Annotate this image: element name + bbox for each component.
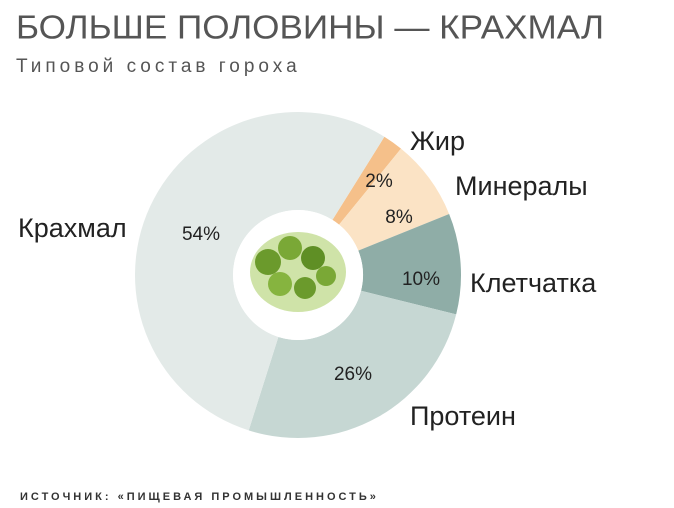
value-label: 8% (385, 207, 413, 228)
source: ИСТОЧНИК: «ПИЩЕВАЯ ПРОМЫШЛЕННОСТЬ» (20, 491, 379, 503)
chart-subtitle: Типовой состав гороха (16, 56, 301, 77)
slice (358, 213, 461, 315)
slice (339, 148, 450, 251)
donut (134, 111, 461, 438)
slice (332, 136, 402, 225)
category-label: Жир (410, 126, 465, 156)
slice (134, 111, 385, 431)
value-label: 10% (402, 269, 440, 290)
category-label: Протеин (410, 401, 516, 431)
chart-title: БОЛЬШЕ ПОЛОВИНЫ — КРАХМАЛ (16, 9, 604, 46)
pea-image (233, 210, 363, 340)
value-label: 26% (334, 364, 372, 385)
category-label: Клетчатка (470, 268, 597, 298)
value-label: 2% (365, 171, 393, 192)
slice (248, 290, 457, 438)
category-label: Крахмал (18, 213, 127, 243)
labels: 2% Жир 8% Минералы 10% Клетчатка 26% Протеин 54%… (18, 126, 597, 431)
value-label: 54% (182, 224, 220, 245)
category-label: Минералы (455, 171, 588, 201)
